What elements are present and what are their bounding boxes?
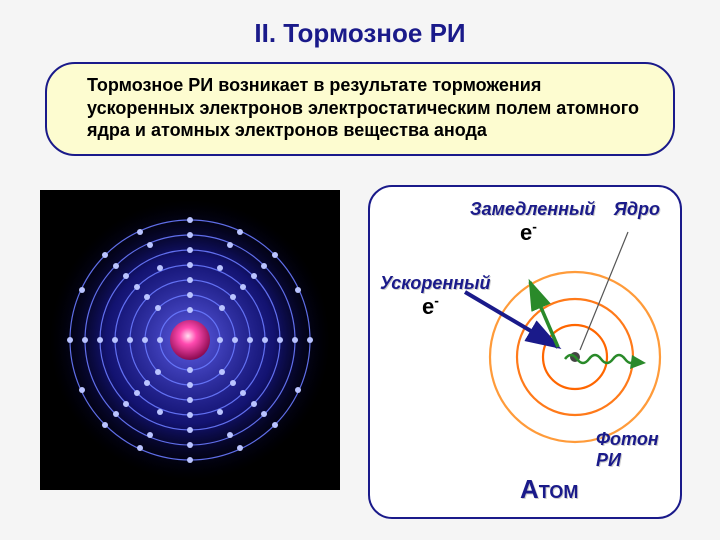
label-nucleus: Ядро: [614, 199, 660, 220]
label-photon: Фотон РИ: [596, 429, 666, 471]
label-accelerated: Ускоренный: [380, 273, 491, 294]
atom-shell-visual: [40, 190, 340, 490]
label-e-accel: e-: [422, 293, 439, 320]
label-atom: Атом: [520, 474, 578, 505]
bremsstrahlung-diagram: Замедленный Ядро e- Ускоренный e- Фотон …: [368, 185, 682, 519]
info-emph: электронов: [199, 98, 302, 118]
label-slowed: Замедленный: [470, 199, 595, 220]
info-lead: Тормозное РИ: [87, 75, 213, 95]
info-box: Тормозное РИ возникает в результате торм…: [45, 62, 675, 156]
label-e-slowed: e-: [520, 219, 537, 246]
page-title: II. Тормозное РИ: [0, 0, 720, 49]
